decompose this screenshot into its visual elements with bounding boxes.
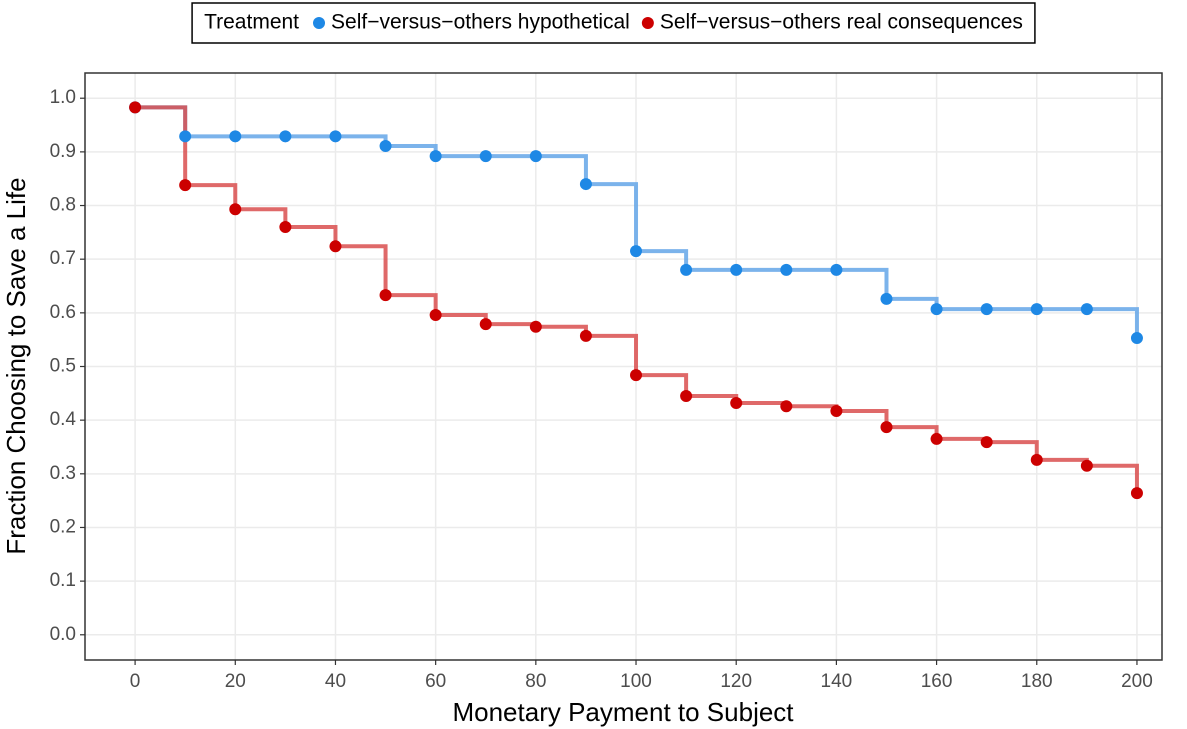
data-point bbox=[630, 245, 643, 258]
data-point bbox=[379, 139, 392, 152]
y-tick-label: 0.3 bbox=[50, 463, 76, 484]
x-tick-label: 180 bbox=[1021, 671, 1053, 692]
data-point bbox=[129, 101, 142, 114]
y-tick-label: 0.0 bbox=[50, 624, 76, 645]
data-point bbox=[830, 405, 843, 418]
legend-marker bbox=[641, 17, 654, 29]
data-point bbox=[1080, 303, 1093, 316]
data-point bbox=[680, 390, 693, 403]
data-point bbox=[730, 396, 743, 409]
y-tick-label: 0.1 bbox=[50, 570, 76, 591]
data-point bbox=[880, 421, 893, 434]
x-tick-label: 120 bbox=[720, 671, 752, 692]
data-point bbox=[179, 130, 192, 143]
data-point bbox=[479, 318, 492, 331]
y-tick-label: 0.8 bbox=[50, 195, 76, 216]
data-point bbox=[479, 150, 492, 163]
plot-border bbox=[84, 72, 1163, 661]
data-point bbox=[1080, 459, 1093, 472]
y-axis-title: Fraction Choosing to Save a Life bbox=[1, 177, 31, 554]
data-point bbox=[179, 179, 192, 192]
data-point bbox=[780, 263, 793, 276]
data-point bbox=[529, 320, 542, 333]
x-tick-label: 60 bbox=[425, 671, 446, 692]
data-point bbox=[1030, 303, 1043, 316]
data-point bbox=[579, 178, 592, 191]
data-point bbox=[229, 203, 242, 216]
data-point bbox=[279, 220, 292, 233]
data-point bbox=[880, 292, 893, 305]
data-point bbox=[379, 289, 392, 302]
data-point bbox=[579, 329, 592, 342]
data-point bbox=[329, 240, 342, 253]
y-tick-label: 1.0 bbox=[50, 87, 76, 108]
data-point bbox=[1030, 453, 1043, 466]
y-tick-label: 0.7 bbox=[50, 248, 76, 269]
data-point bbox=[1130, 487, 1143, 500]
data-point bbox=[980, 436, 993, 449]
x-tick-label: 140 bbox=[821, 671, 853, 692]
legend-title: Treatment bbox=[204, 11, 299, 34]
data-point bbox=[930, 432, 943, 445]
y-tick-label: 0.2 bbox=[50, 516, 76, 537]
y-tick-label: 0.5 bbox=[50, 356, 76, 377]
data-point bbox=[980, 303, 993, 316]
x-tick-label: 40 bbox=[325, 671, 346, 692]
data-point bbox=[830, 263, 843, 276]
step-line bbox=[135, 105, 1139, 339]
x-tick-label: 200 bbox=[1121, 671, 1153, 692]
y-tick-label: 0.4 bbox=[50, 409, 77, 430]
legend-label: Self−versus−others hypothetical bbox=[331, 11, 630, 34]
data-point bbox=[630, 369, 643, 382]
data-point bbox=[429, 308, 442, 321]
legend: Treatment Self−versus−others hypothetical… bbox=[191, 2, 1036, 44]
x-tick-label: 0 bbox=[130, 671, 141, 692]
legend-marker bbox=[313, 17, 326, 29]
x-tick-label: 160 bbox=[921, 671, 953, 692]
y-tick-label: 0.9 bbox=[50, 141, 76, 162]
x-tick-label: 100 bbox=[620, 671, 652, 692]
data-point bbox=[229, 130, 242, 143]
data-point bbox=[529, 150, 542, 163]
data-point bbox=[329, 130, 342, 143]
legend-box bbox=[191, 2, 1036, 44]
data-point bbox=[680, 263, 693, 276]
data-point bbox=[279, 130, 292, 143]
data-point bbox=[780, 400, 793, 413]
data-point bbox=[930, 303, 943, 316]
x-axis-title: Monetary Payment to Subject bbox=[452, 697, 794, 727]
data-point bbox=[1130, 332, 1143, 345]
x-tick-label: 80 bbox=[525, 671, 546, 692]
x-tick-label: 20 bbox=[225, 671, 246, 692]
y-tick-label: 0.6 bbox=[50, 302, 76, 323]
legend-label: Self−versus−others real consequences bbox=[660, 11, 1023, 34]
data-point bbox=[730, 263, 743, 276]
data-point bbox=[429, 150, 442, 163]
